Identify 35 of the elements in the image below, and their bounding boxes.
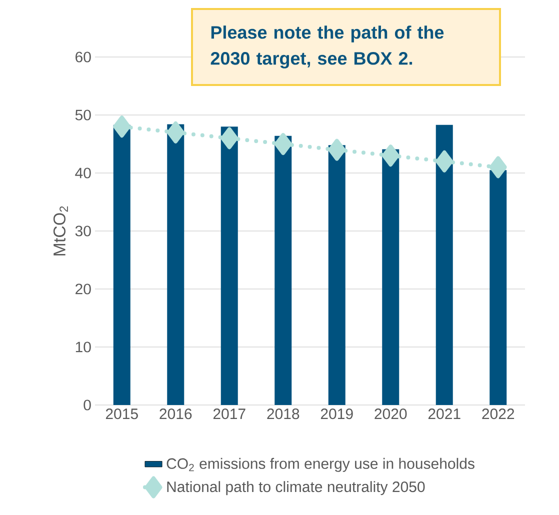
bar xyxy=(382,149,400,405)
y-tick-label: 60 xyxy=(76,52,91,62)
y-tick-label: 10 xyxy=(76,342,91,352)
bar xyxy=(436,124,453,405)
point xyxy=(436,150,454,172)
annotation: Please note the path of the 2030 target, see BOX 2. xyxy=(210,26,444,68)
bar xyxy=(274,136,292,405)
y-tick-label: 20 xyxy=(76,284,91,294)
point xyxy=(382,144,400,167)
y-tick-label: 30 xyxy=(75,226,91,236)
point xyxy=(166,121,184,144)
x-tick-label: 2021 xyxy=(428,408,460,420)
x-tick-label: 2017 xyxy=(213,408,246,420)
bar xyxy=(490,170,507,405)
point xyxy=(489,156,507,178)
x-tick-label: 2019 xyxy=(320,408,353,420)
y-tick-label: 50 xyxy=(75,110,91,120)
bar xyxy=(328,145,346,405)
x-tick-label: 2022 xyxy=(482,408,514,420)
point xyxy=(220,127,238,150)
bar xyxy=(113,124,130,405)
x-tick-label: 2020 xyxy=(374,408,407,420)
x-tick-label: 2018 xyxy=(267,408,300,420)
point xyxy=(328,138,346,161)
x-tick-label: 2016 xyxy=(160,408,192,420)
legend-label: CO$_{2}$ emissions from energy use in households xyxy=(166,458,474,472)
legend-label: National path to climate neutrality 2050 xyxy=(167,481,425,496)
point xyxy=(113,116,131,138)
y-tick-label: 40 xyxy=(75,168,91,178)
bar xyxy=(167,124,184,405)
y-tick-label: 0 xyxy=(84,400,91,410)
bar xyxy=(220,126,238,405)
point xyxy=(274,133,292,156)
x-tick-label: 2015 xyxy=(106,408,138,420)
y-axis-title: MtCO$_{2}$ xyxy=(53,206,68,256)
